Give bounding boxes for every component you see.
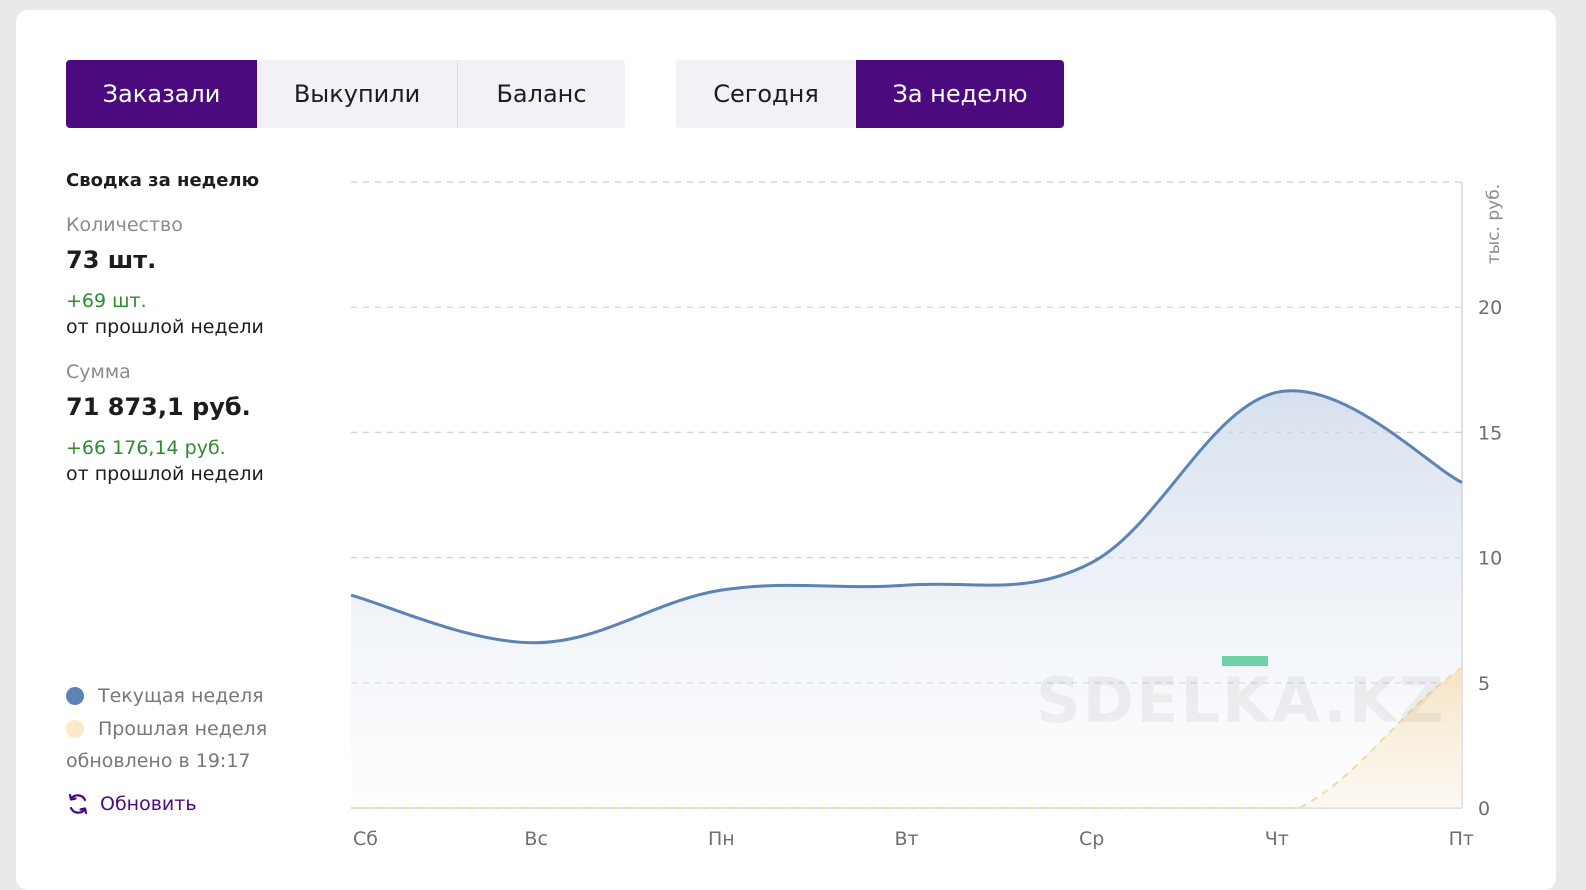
- legend-current: Текущая неделя: [66, 685, 264, 707]
- previous-week-area: [351, 667, 1462, 808]
- summary-title: Сводка за неделю: [66, 170, 260, 191]
- quantity-label: Количество: [66, 214, 183, 236]
- y-tick-label: 10: [1478, 548, 1502, 570]
- x-tick-label: Ср: [1079, 828, 1104, 850]
- current-week-line: [350, 389, 1463, 645]
- y-tick-label: 15: [1478, 422, 1502, 444]
- sum-delta: +66 176,14 руб.: [66, 437, 226, 459]
- quantity-from: от прошлой недели: [66, 316, 264, 338]
- legend-previous-label: Прошлая неделя: [98, 718, 268, 740]
- metric-tabs: Заказали Выкупили Баланс: [66, 60, 625, 128]
- tab-today[interactable]: Сегодня: [676, 60, 856, 128]
- period-tabs: Сегодня За неделю: [676, 60, 1064, 128]
- x-axis-ticks: Сб Вс Пн Вт Ср Чт Пт: [353, 828, 1474, 850]
- refresh-icon: [68, 793, 88, 815]
- tab-balance[interactable]: Баланс: [457, 60, 625, 128]
- sum-value: 71 873,1 руб.: [66, 393, 251, 421]
- legend-current-label: Текущая неделя: [98, 685, 264, 707]
- quantity-delta: +69 шт.: [66, 290, 147, 312]
- y-tick-label: 0: [1478, 798, 1490, 820]
- tab-ordered[interactable]: Заказали: [66, 60, 257, 128]
- previous-week-line: [351, 666, 1463, 809]
- x-tick-label: Пт: [1449, 828, 1474, 850]
- sum-label: Сумма: [66, 361, 131, 383]
- chart-areas: [351, 390, 1462, 808]
- x-tick-label: Пн: [708, 828, 735, 850]
- x-tick-label: Вс: [524, 828, 547, 850]
- green-marker: [1222, 656, 1268, 666]
- watermark: SDELKA.KZ: [1036, 664, 1446, 737]
- x-tick-label: Чт: [1265, 828, 1289, 850]
- updated-time: обновлено в 19:17: [66, 750, 251, 772]
- y-tick-label: 20: [1478, 297, 1502, 319]
- chart-lines: [350, 389, 1463, 809]
- y-axis-label: тыс. руб.: [1484, 184, 1504, 264]
- legend-current-dot: [66, 687, 84, 705]
- quantity-value: 73 шт.: [66, 246, 157, 274]
- legend-previous-dot: [66, 720, 84, 738]
- x-tick-label: Вт: [894, 828, 918, 850]
- refresh-label: Обновить: [100, 793, 197, 815]
- legend-previous: Прошлая неделя: [66, 718, 267, 740]
- sum-from: от прошлой недели: [66, 463, 264, 485]
- current-week-area: [351, 390, 1462, 808]
- tab-week[interactable]: За неделю: [856, 60, 1064, 128]
- x-tick-label: Сб: [353, 828, 378, 850]
- y-axis-ticks: 0 5 10 15 20: [1478, 297, 1502, 820]
- tab-bought-out[interactable]: Выкупили: [257, 60, 457, 128]
- refresh-button[interactable]: Обновить: [66, 792, 197, 816]
- y-tick-label: 5: [1478, 673, 1490, 695]
